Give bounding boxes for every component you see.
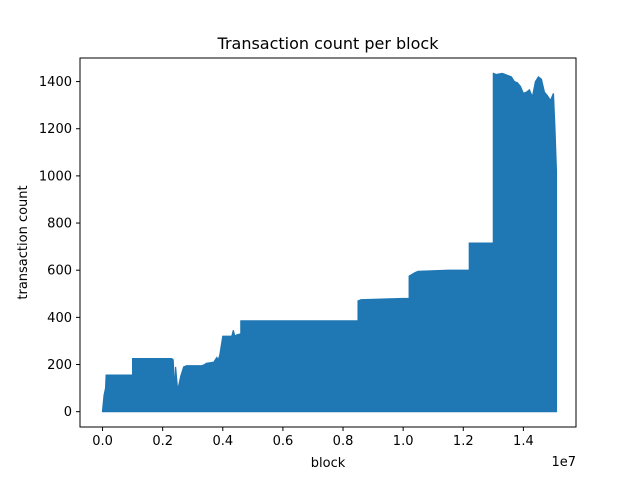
plot-area [101, 72, 558, 413]
y-tick-label: 1200 [39, 122, 72, 137]
x-axis-offset-label: 1e7 [551, 455, 576, 470]
y-tick-label: 400 [47, 311, 72, 326]
y-tick-label: 1000 [39, 169, 72, 184]
y-tick-label: 200 [47, 358, 72, 373]
y-tick-label: 600 [47, 264, 72, 279]
x-tick-label: 0.2 [152, 434, 173, 449]
x-axis-label: block [311, 456, 346, 471]
y-axis: 0 200 400 600 800 1000 1200 1400 [39, 75, 80, 420]
x-axis: 0.0 0.2 0.4 0.6 0.8 1.0 1.2 1.4 [92, 427, 534, 449]
series-area-0 [101, 72, 558, 413]
chart-title: Transaction count per block [217, 34, 440, 53]
x-tick-label: 0.6 [273, 434, 294, 449]
x-tick-label: 0.8 [333, 434, 354, 449]
y-tick-label: 0 [64, 405, 72, 420]
x-tick-label: 1.0 [393, 434, 414, 449]
x-tick-label: 0.0 [92, 434, 113, 449]
x-tick-label: 1.4 [513, 434, 534, 449]
axes-frame [79, 57, 577, 428]
y-tick-label: 1400 [39, 75, 72, 90]
x-tick-label: 0.4 [212, 434, 233, 449]
x-tick-label: 1.2 [453, 434, 474, 449]
y-tick-label: 800 [47, 217, 72, 232]
y-axis-label: transaction count [16, 185, 31, 299]
